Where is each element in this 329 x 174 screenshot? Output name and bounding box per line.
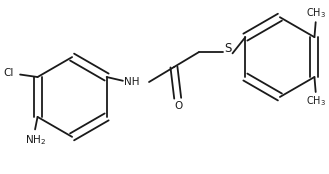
Text: CH$_3$: CH$_3$ — [306, 6, 326, 20]
Text: O: O — [175, 101, 183, 111]
Text: Cl: Cl — [4, 68, 14, 78]
Text: S: S — [224, 42, 231, 55]
Text: NH: NH — [124, 77, 139, 87]
Text: CH$_3$: CH$_3$ — [306, 94, 326, 108]
Text: NH$_2$: NH$_2$ — [24, 133, 46, 147]
